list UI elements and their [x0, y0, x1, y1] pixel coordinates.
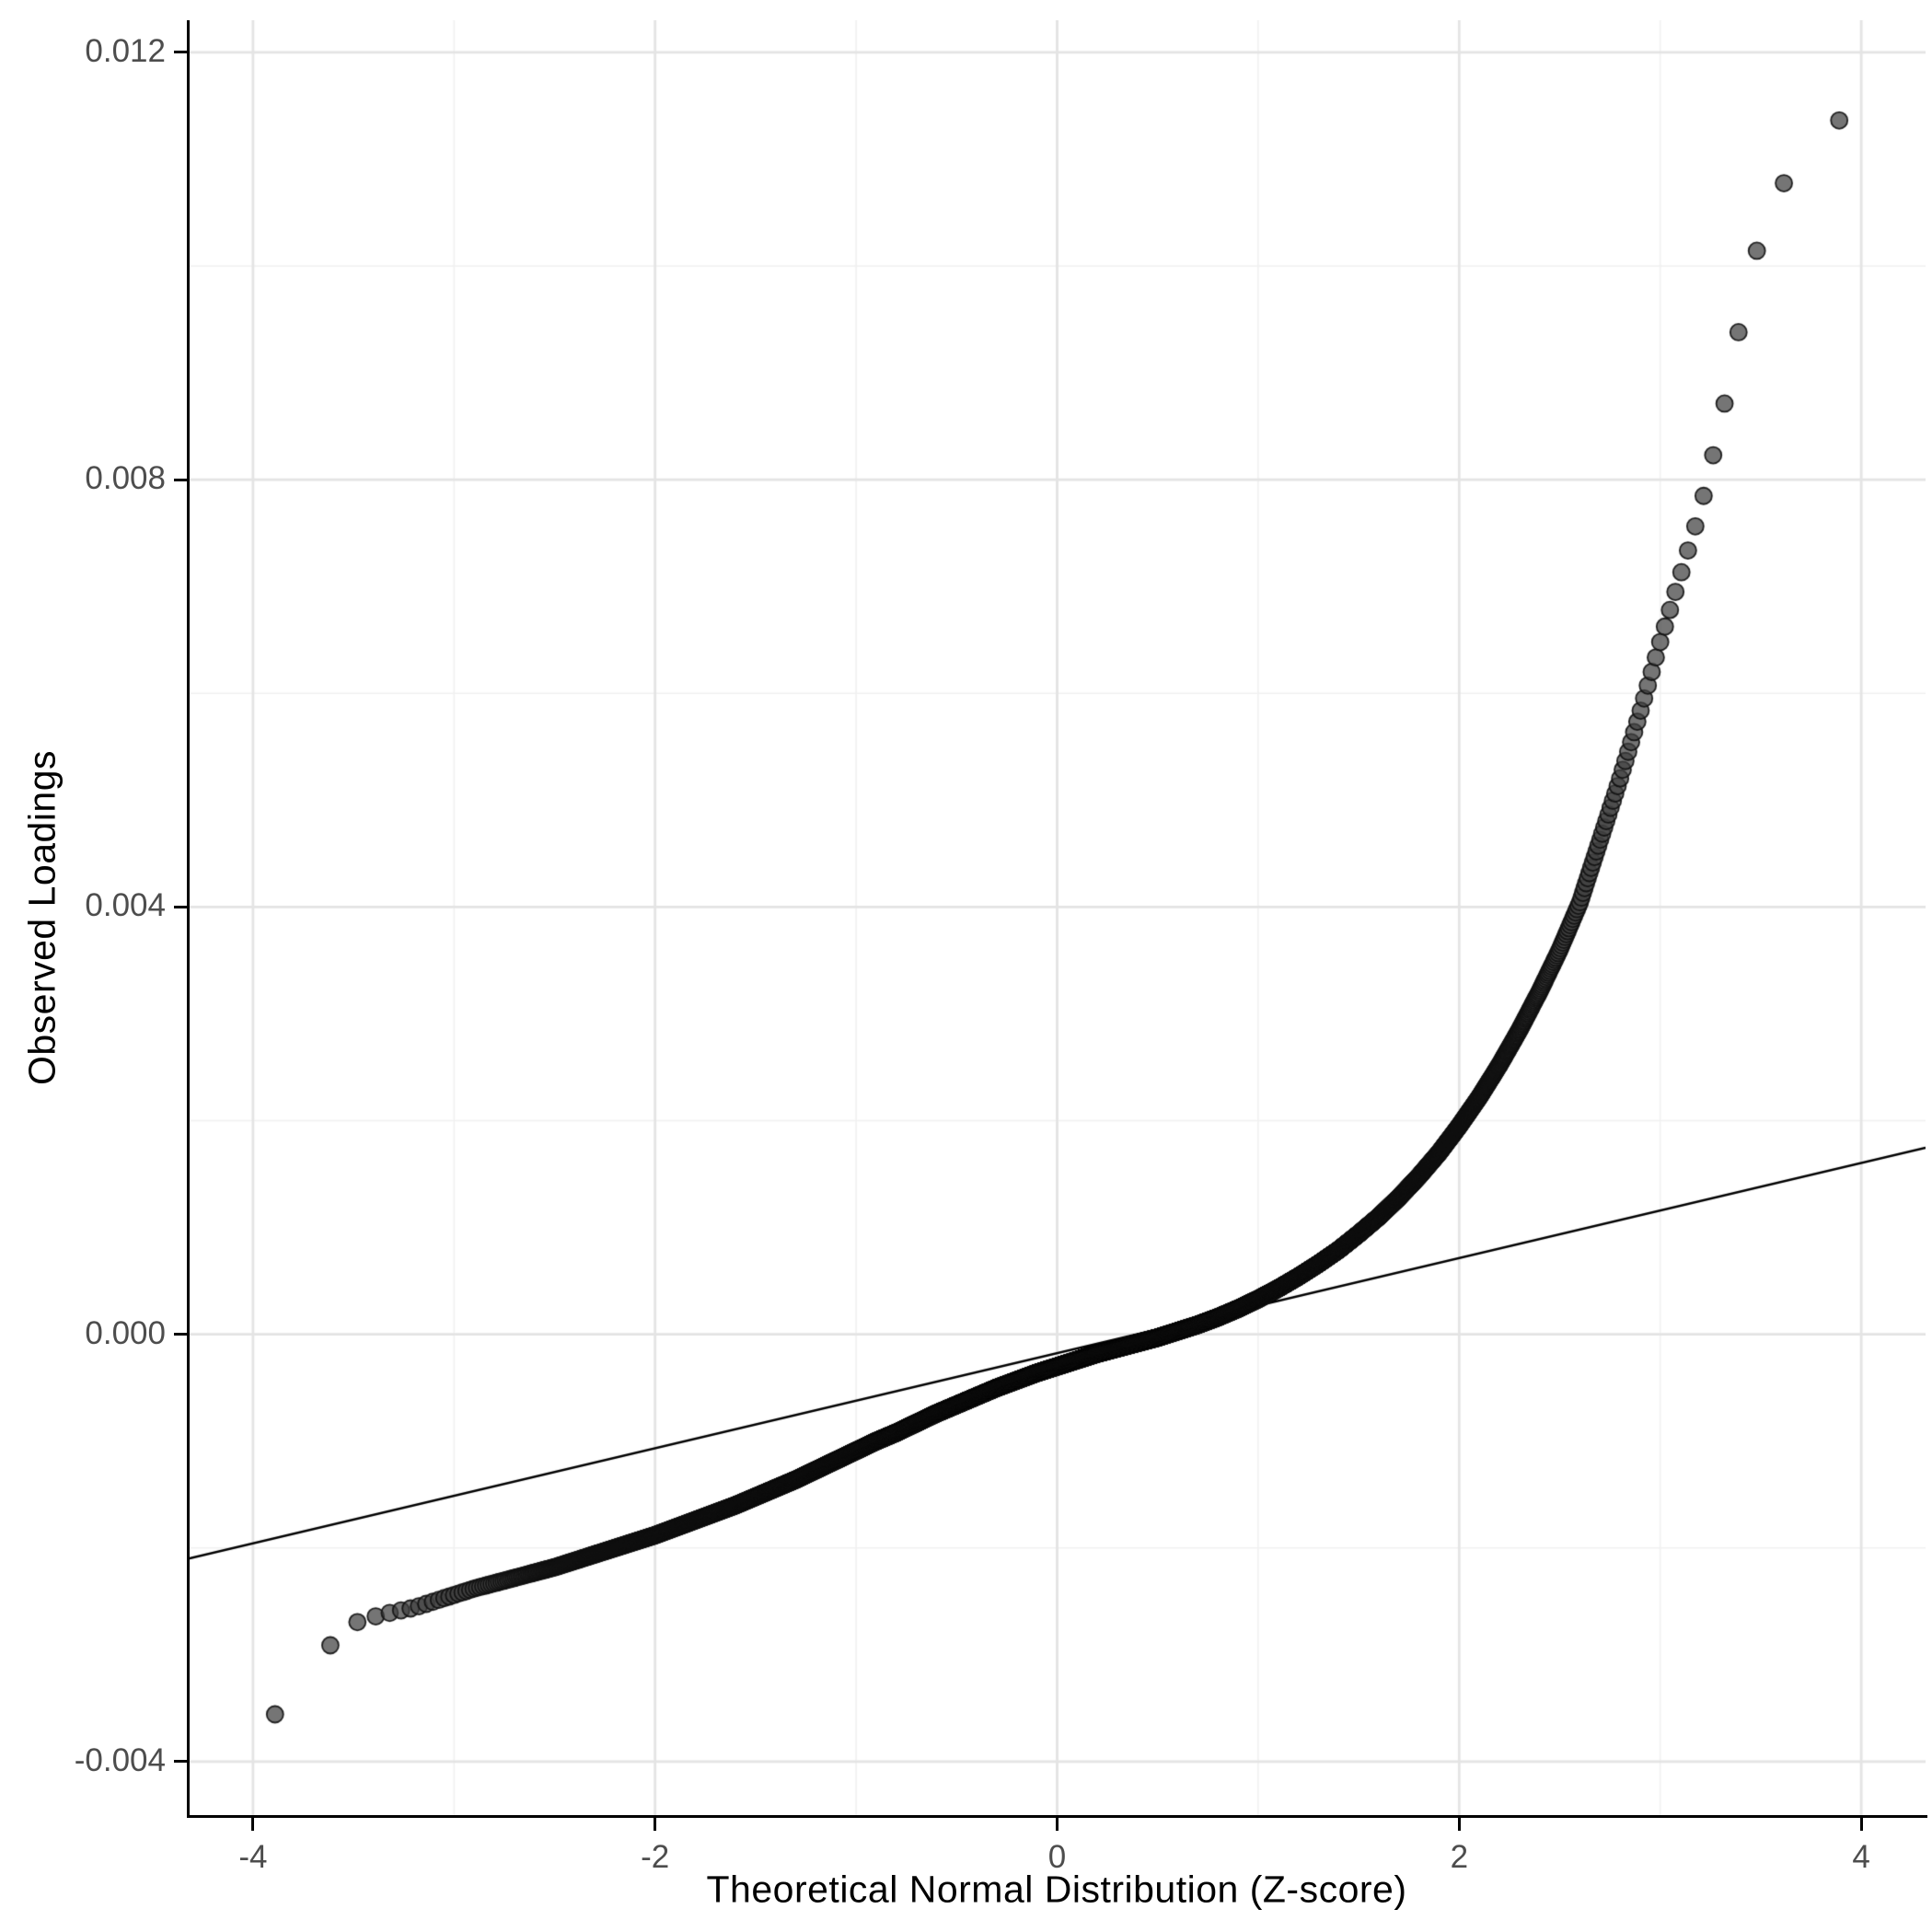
x-tick-mark	[251, 1818, 255, 1831]
y-tick-mark	[174, 51, 187, 54]
x-tick-label: -2	[641, 1839, 670, 1875]
y-tick-label: -0.004	[74, 1741, 166, 1778]
x-tick-label: 4	[1852, 1839, 1870, 1875]
x-tick-mark	[654, 1818, 657, 1831]
y-tick-label: 0.000	[85, 1314, 166, 1351]
x-axis-title: Theoretical Normal Distribution (Z-score…	[706, 1868, 1407, 1911]
x-tick-mark	[1056, 1818, 1059, 1831]
y-tick-mark	[174, 1760, 187, 1764]
y-tick-mark	[174, 905, 187, 908]
x-tick-label: 2	[1450, 1839, 1469, 1875]
x-axis-line	[187, 1815, 1927, 1818]
y-tick-mark	[174, 478, 187, 481]
y-tick-mark	[174, 1333, 187, 1336]
y-tick-label: 0.012	[85, 32, 166, 69]
y-axis-line	[187, 20, 190, 1818]
x-tick-label: -4	[238, 1839, 268, 1875]
y-axis-title: Observed Loadings	[20, 749, 64, 1086]
y-tick-label: 0.004	[85, 887, 166, 924]
x-tick-mark	[1457, 1818, 1461, 1831]
y-tick-label: 0.008	[85, 460, 166, 497]
x-tick-label: 0	[1047, 1839, 1067, 1875]
x-tick-mark	[1859, 1818, 1863, 1831]
plot-panel-canvas	[189, 20, 1926, 1815]
